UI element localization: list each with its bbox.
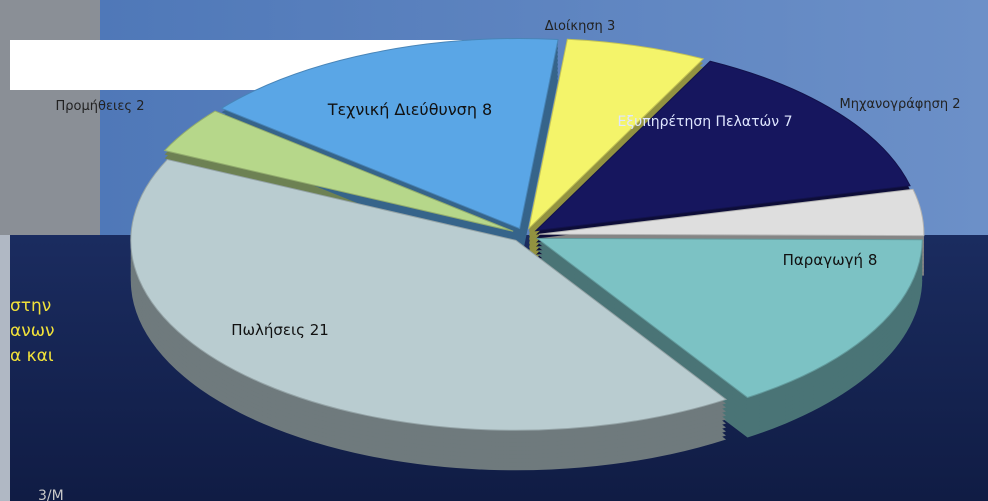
slice-label: Πωλήσεις 21 <box>231 321 329 339</box>
slice-value: 2 <box>136 99 144 114</box>
slice-label: Τεχνική Διεύθυνση 8 <box>327 100 492 119</box>
slice-category: Τεχνική Διεύθυνση <box>327 100 477 119</box>
slice-label: Εξυπηρέτηση Πελατών 7 <box>618 114 793 130</box>
pie-slice <box>538 188 925 237</box>
pie-chart <box>130 38 925 471</box>
slice-label: Μηχανογράφηση 2 <box>840 97 961 112</box>
slide-fragment: στην <box>10 296 51 316</box>
slice-label: Παραγωγή 8 <box>783 251 878 269</box>
left-strip <box>0 235 10 501</box>
slice-category: Προμήθειες <box>56 99 133 114</box>
pie-slice <box>534 60 911 232</box>
slice-value: 8 <box>482 100 492 119</box>
slide-text: στην ανων α και <box>10 296 54 366</box>
slide-fragment: α και <box>10 346 54 366</box>
slice-category: Πωλήσεις <box>231 321 305 339</box>
slice-category: Παραγωγή <box>783 251 863 269</box>
page-number: 3/Μ <box>38 488 64 501</box>
slice-category: Εξυπηρέτηση Πελατών <box>618 114 780 130</box>
slice-value: 2 <box>952 97 960 112</box>
slice-category: Διοίκηση <box>545 19 603 34</box>
pie-slice <box>163 110 514 232</box>
slice-value: 21 <box>310 321 329 339</box>
slice-value: 8 <box>868 251 878 269</box>
slice-category: Μηχανογράφηση <box>840 97 949 112</box>
slice-value: 3 <box>607 19 615 34</box>
pie-tops <box>130 38 925 431</box>
slice-label: Διοίκηση 3 <box>545 19 615 34</box>
photo <box>0 0 100 235</box>
pie-slice <box>535 237 923 399</box>
slice-label: Προμήθειες 2 <box>56 99 145 114</box>
pie-slice <box>528 38 705 230</box>
pie-slice <box>220 38 559 230</box>
pie-slice <box>130 159 728 431</box>
slice-value: 7 <box>784 114 793 130</box>
slide-fragment: ανων <box>10 321 54 341</box>
